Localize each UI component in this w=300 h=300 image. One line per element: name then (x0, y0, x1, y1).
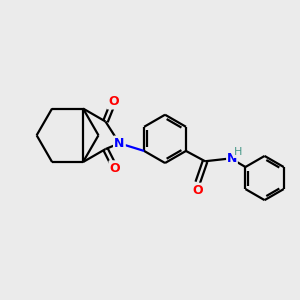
Text: O: O (192, 184, 203, 197)
Text: N: N (227, 152, 237, 165)
Text: O: O (110, 161, 120, 175)
Text: N: N (114, 137, 124, 150)
Text: H: H (234, 147, 242, 158)
Text: O: O (108, 95, 119, 108)
